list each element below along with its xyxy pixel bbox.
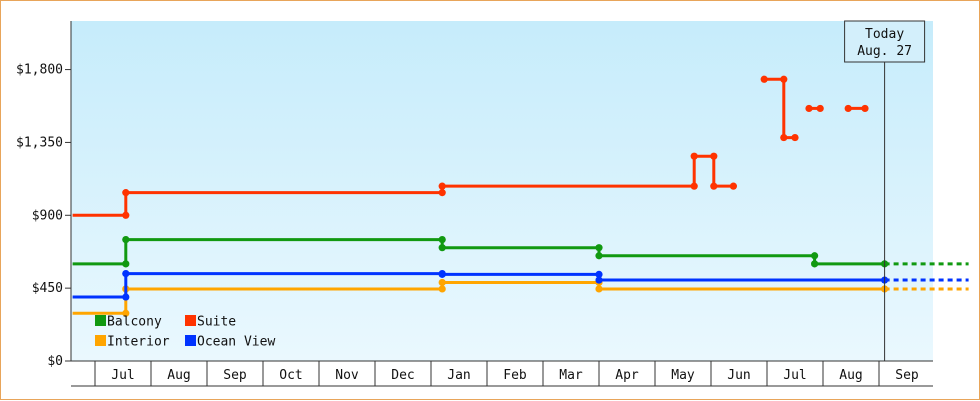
data-point-suite <box>438 189 446 197</box>
legend-swatch-interior <box>95 335 106 346</box>
legend-swatch-balcony <box>95 315 106 326</box>
data-point-suite <box>122 189 130 197</box>
data-point-ocean-view <box>595 276 603 284</box>
x-tick-label: Feb <box>503 368 527 383</box>
legend-label-interior: Interior <box>107 335 170 350</box>
data-point-suite <box>780 75 788 83</box>
data-point-ocean-view <box>122 293 130 301</box>
data-point-ocean-view <box>122 269 130 278</box>
legend-swatch-suite <box>185 315 196 326</box>
x-tick-label: Jul <box>783 368 806 383</box>
data-point-balcony <box>122 235 130 244</box>
series-ocean-view <box>72 269 969 301</box>
x-tick-label: Dec <box>391 368 414 383</box>
data-point-suite <box>805 104 813 113</box>
plot-area <box>71 21 933 361</box>
legend-label-suite: Suite <box>197 315 236 330</box>
x-tick-label: May <box>671 368 695 383</box>
data-point-suite <box>760 75 768 83</box>
y-tick-label: $0 <box>47 354 63 369</box>
data-point-suite <box>729 182 738 190</box>
x-tick-label: Sep <box>895 368 919 383</box>
today-date: Aug. 27 <box>857 44 912 59</box>
data-point-suite <box>780 133 788 142</box>
data-point-suite <box>690 182 698 190</box>
y-tick-label: $450 <box>32 281 63 296</box>
series-balcony <box>72 235 969 268</box>
series-line-suite <box>764 77 795 140</box>
data-point-suite <box>816 104 824 113</box>
data-point-balcony <box>438 244 446 252</box>
legend-swatch-ocean-view <box>185 335 196 346</box>
x-tick-label: Sep <box>223 368 247 383</box>
data-point-suite <box>710 182 718 190</box>
data-point-suite <box>690 152 698 160</box>
x-tick-label: Aug <box>167 368 190 383</box>
data-point-balcony <box>811 252 819 260</box>
series-suite <box>72 75 869 219</box>
x-tick-label: Mar <box>559 368 583 383</box>
data-point-balcony <box>595 244 603 252</box>
data-point-balcony <box>122 260 130 268</box>
x-tick-label: Jul <box>111 368 134 383</box>
data-point-interior <box>122 309 130 317</box>
x-tick-label: Apr <box>615 368 639 383</box>
x-tick-label: Aug <box>839 368 862 383</box>
data-point-suite <box>710 152 718 160</box>
series-interior <box>72 278 969 317</box>
data-point-balcony <box>811 260 819 268</box>
x-tick-label: Oct <box>279 368 302 383</box>
data-point-suite <box>438 182 446 190</box>
today-box <box>844 20 926 63</box>
series-line-balcony <box>72 238 885 266</box>
x-tick-label: Nov <box>335 368 359 383</box>
data-point-suite <box>791 133 799 142</box>
data-point-interior <box>595 285 603 293</box>
data-point-interior <box>438 285 446 293</box>
data-point-interior <box>438 278 446 287</box>
x-tick-label: Jun <box>727 368 750 383</box>
data-point-suite <box>861 104 869 113</box>
legend-label-balcony: Balcony <box>107 315 162 330</box>
x-tick-label: Jan <box>447 368 470 383</box>
y-tick-label: $1,800 <box>16 63 63 78</box>
legend-label-ocean-view: Ocean View <box>197 335 275 350</box>
y-tick-label: $1,350 <box>16 135 63 150</box>
series-line-suite <box>72 154 734 217</box>
data-point-suite <box>844 104 852 113</box>
data-point-suite <box>122 211 130 219</box>
data-point-ocean-view <box>438 270 446 278</box>
data-point-ocean-view <box>595 270 603 278</box>
data-point-balcony <box>595 252 603 260</box>
data-point-balcony <box>438 235 446 244</box>
today-label: Today <box>865 27 904 42</box>
y-tick-label: $900 <box>32 208 63 223</box>
